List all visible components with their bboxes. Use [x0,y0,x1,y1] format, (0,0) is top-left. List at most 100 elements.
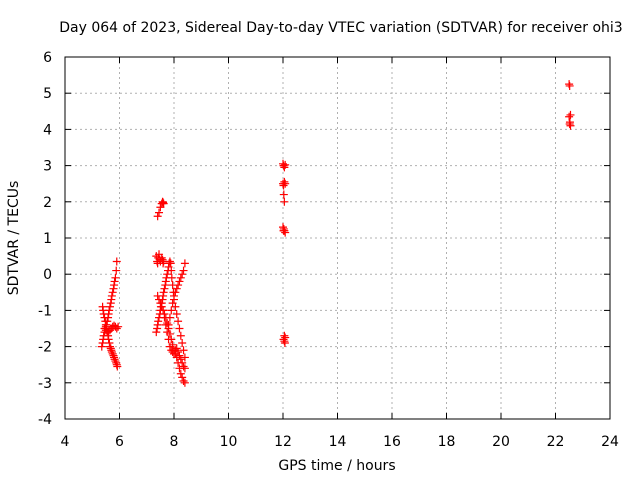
data-point [114,322,123,331]
x-tick-label: 6 [115,434,124,450]
data-point [110,355,119,364]
data-point [176,273,185,282]
x-tick-label: 12 [274,434,292,450]
y-tick-label: 3 [43,159,52,175]
data-point [178,338,187,347]
data-point [103,317,112,326]
data-point [155,295,164,304]
data-point [170,349,178,358]
data-point [174,281,183,290]
data-point [565,118,574,127]
data-point [179,362,188,371]
y-tick-labels: -4 -3 -2 -1 0 1 2 3 4 5 6 [38,50,52,428]
data-point [108,288,117,297]
data-point [178,373,187,382]
data-point [281,228,290,237]
x-axis-title: GPS time / hours [278,458,395,474]
data-point [156,299,165,308]
data-point [280,197,289,206]
data-point [159,199,168,208]
data-point [167,266,176,275]
data-point [110,277,119,286]
data-point [166,259,175,268]
data-point [176,355,185,364]
data-point [111,273,120,282]
data-point [165,257,174,266]
data-point [565,112,574,121]
x-tick-label: 4 [61,434,70,450]
series-arc-2a [152,250,168,268]
y-tick-label: 6 [43,50,52,66]
data-point [174,348,183,357]
series-arc-2e [159,306,189,373]
x-tick-label: 18 [438,434,456,450]
data-point [164,335,173,344]
data-point [105,302,114,311]
data-point [176,369,185,378]
y-tick-label: 0 [43,267,52,283]
data-point [176,331,185,340]
data-point [170,291,178,300]
data-point [174,317,183,326]
data-point [112,266,121,275]
y-tick-label: 2 [43,195,52,211]
data-point [97,342,106,351]
data-point [165,342,174,351]
data-point [111,357,120,366]
x-tick-label: 16 [383,434,401,450]
data-point [175,324,184,333]
data-point [175,351,184,360]
data-point [156,203,165,212]
data-point [280,177,289,186]
data-point [105,306,114,315]
series-arc-3 [279,159,290,347]
data-point [178,270,187,279]
data-point [157,253,166,262]
y-tick-label: 5 [43,86,52,102]
data-point [180,353,189,362]
x-tick-label: 8 [170,434,179,450]
data-point [161,320,170,329]
x-tick-label: 24 [601,434,619,450]
x-tick-label: 20 [492,434,510,450]
data-point [105,342,114,351]
series-arc-2f [153,197,168,221]
data-point [112,324,121,333]
data-point [180,364,189,373]
data-point [279,181,288,190]
data-point [159,288,168,297]
data-point [172,310,181,319]
series-arc-1c [100,321,123,337]
data-point [179,376,188,385]
data-point [167,273,176,282]
data-points [97,80,575,387]
data-point [152,328,161,337]
data-point [279,226,288,235]
series-arc-2b [152,257,189,362]
y-tick-label: 4 [43,122,52,138]
data-point [107,348,116,357]
data-point [566,110,575,119]
data-point [279,161,288,170]
plot-frame [64,56,611,420]
data-point [153,291,162,300]
data-point [171,288,180,297]
data-point [180,259,189,268]
data-point [159,306,168,315]
data-point [155,208,164,217]
data-point [160,284,169,293]
data-point [279,335,288,344]
y-tick-label: -1 [38,303,52,319]
data-point [153,212,162,221]
data-point [179,346,188,355]
data-point [167,306,176,315]
data-point [175,277,184,286]
data-point [108,349,117,358]
data-point [565,81,574,90]
data-point [154,317,163,326]
data-point [163,328,172,337]
data-point [112,257,121,266]
y-tick-label: 1 [43,231,52,247]
data-point [107,291,116,300]
